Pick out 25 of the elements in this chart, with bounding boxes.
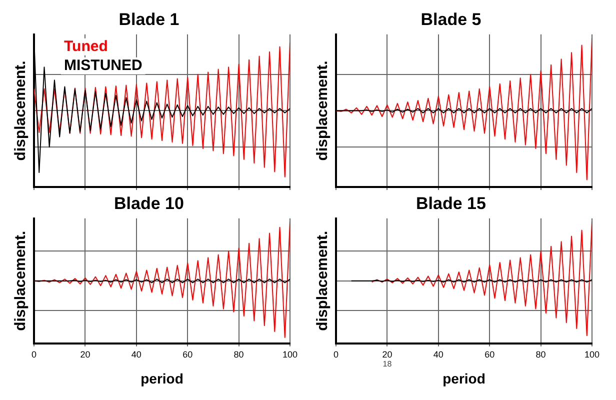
series-label: MISTUNED — [64, 57, 142, 74]
text: Tuned — [64, 38, 108, 56]
x-tick-label: 0 — [333, 349, 339, 360]
chart-title: Blade 5 — [420, 10, 482, 29]
x-tick-label: 40 — [131, 349, 142, 360]
x-tick-label: 60 — [484, 349, 495, 360]
x-tick-label: 80 — [536, 349, 546, 360]
x-tick-label: 40 — [433, 349, 444, 360]
x-tick-label: 80 — [234, 349, 244, 360]
y-axis-title: displacement. — [12, 230, 30, 331]
x-tick-label: 20 — [382, 349, 392, 360]
y-axis-title: displacement. — [314, 230, 332, 331]
x-tick-label: 20 — [80, 349, 90, 360]
x-tick-label: 60 — [182, 349, 193, 360]
chart-title: Blade 15 — [416, 194, 486, 213]
x-axis-title: period — [140, 370, 184, 386]
text: 18 — [382, 360, 392, 369]
y-axis-title: displacement. — [12, 60, 30, 161]
chart-title: Blade 1 — [118, 10, 180, 29]
chart-title: Blade 10 — [114, 194, 184, 213]
x-axis-title: period — [442, 370, 486, 386]
x-tick-label: 100 — [584, 349, 600, 360]
x-tick-label: 0 — [31, 349, 37, 360]
y-axis-title: displacement. — [314, 60, 332, 161]
x-tick-label: 100 — [282, 349, 298, 360]
